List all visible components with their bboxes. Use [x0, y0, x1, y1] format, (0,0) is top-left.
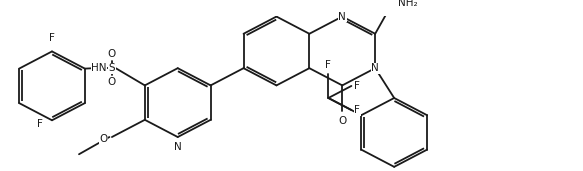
Text: F: F — [354, 105, 360, 115]
Text: F: F — [325, 60, 331, 70]
Text: N: N — [174, 142, 181, 152]
Text: HN: HN — [91, 63, 107, 73]
Text: O: O — [338, 116, 346, 126]
Text: O: O — [108, 77, 116, 87]
Text: F: F — [49, 33, 55, 43]
Text: F: F — [37, 119, 43, 129]
Text: N: N — [338, 12, 346, 22]
Text: N: N — [371, 63, 379, 73]
Text: O: O — [108, 49, 116, 59]
Text: F: F — [354, 81, 360, 91]
Text: O: O — [99, 134, 107, 144]
Text: S: S — [108, 63, 115, 73]
Text: NH₂: NH₂ — [398, 0, 418, 8]
